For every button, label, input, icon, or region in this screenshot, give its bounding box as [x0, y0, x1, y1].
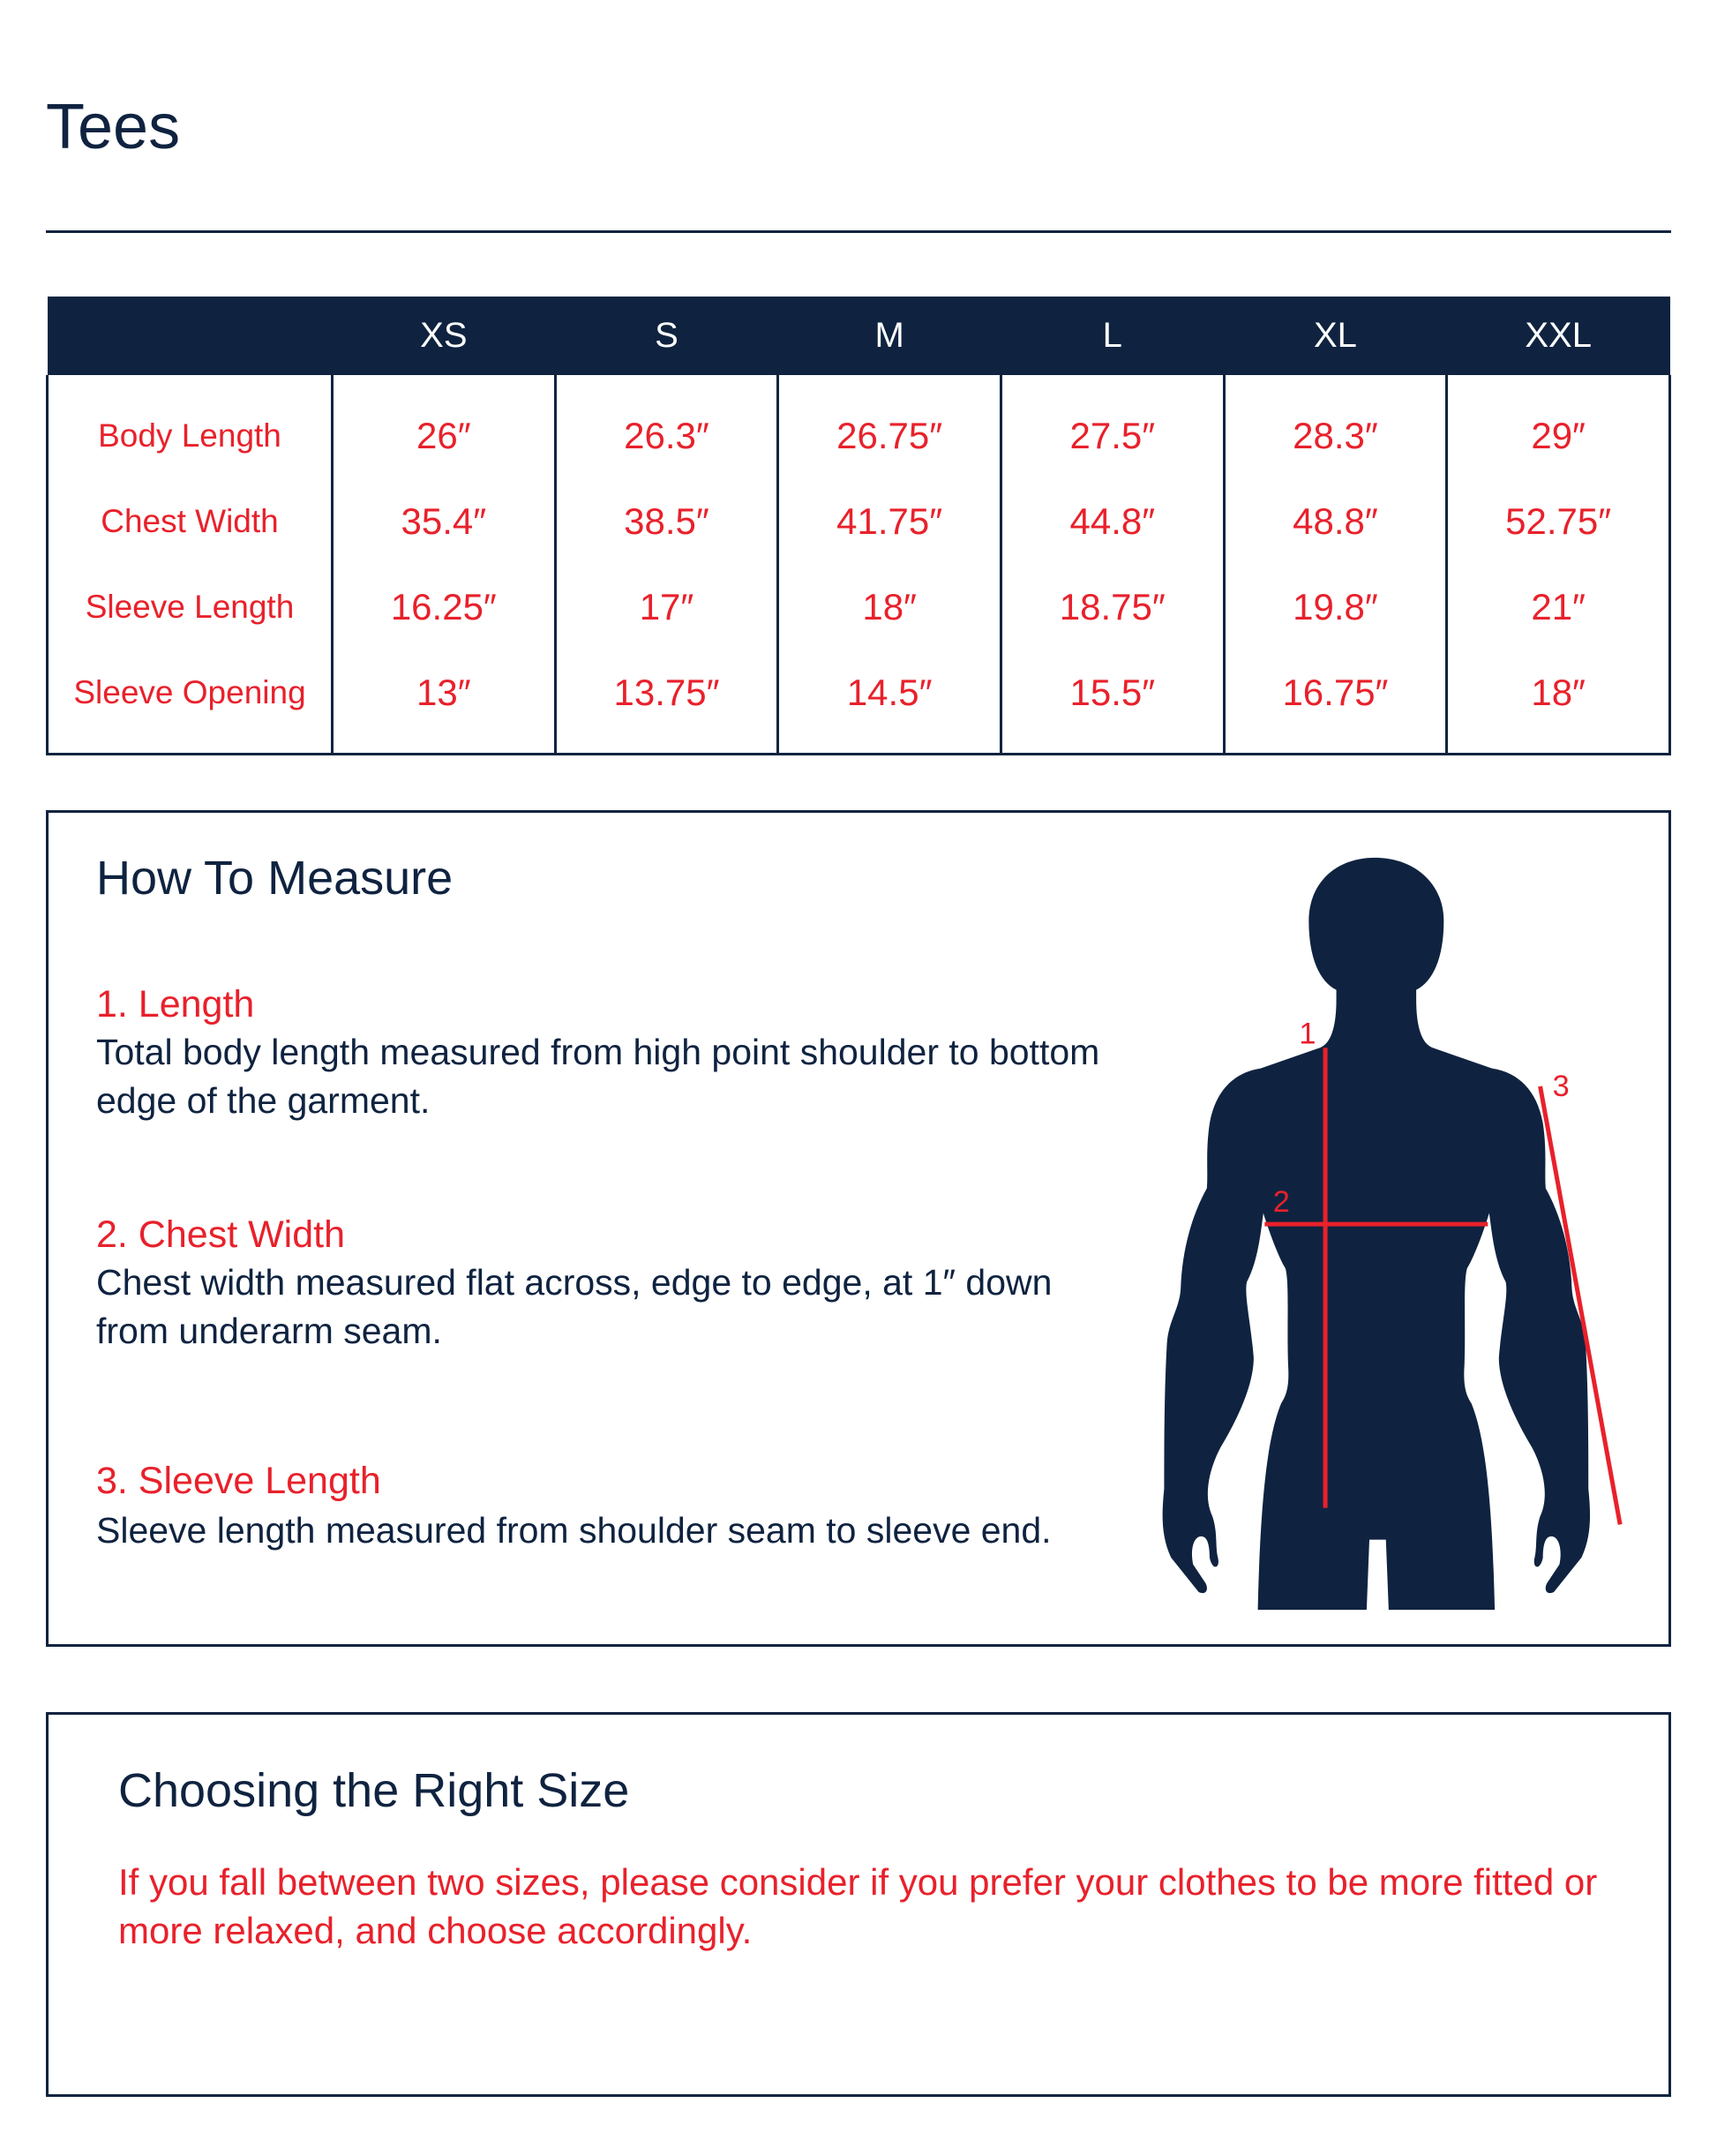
- size-header: L: [1001, 297, 1225, 375]
- row-label: Body Length: [46, 375, 334, 478]
- label-1: 1: [1299, 1018, 1316, 1051]
- size-header: M: [777, 297, 1001, 375]
- choosing-size-text: If you fall between two sizes, please co…: [118, 1861, 1598, 1951]
- measurement-cell: 21″: [1445, 564, 1671, 650]
- section-title-length: 1. Length: [96, 983, 255, 1025]
- size-header: XXL: [1446, 297, 1670, 375]
- size-chart-table: XS S M L XL XXL Body Length 26″ 26.3″ 26.75…: [46, 297, 1671, 755]
- section-title-sleeve-length: 3. Sleeve Length: [96, 1460, 381, 1502]
- section-title-chest-width: 2. Chest Width: [96, 1213, 345, 1256]
- measurement-cell: 13″: [331, 650, 557, 755]
- label-3: 3: [1553, 1070, 1570, 1103]
- measurement-cell: 19.8″: [1222, 564, 1449, 650]
- measurement-cell: 16.25″: [331, 564, 557, 650]
- measurement-cell: 15.5″: [999, 650, 1226, 755]
- size-header: S: [555, 297, 778, 375]
- table-header-row: XS S M L XL XXL: [47, 297, 1670, 375]
- section-text-length: Total body length measured from high poi…: [96, 1032, 1100, 1121]
- size-header: XS: [332, 297, 556, 375]
- how-to-measure-panel: How To Measure 1. Length Total body leng…: [46, 810, 1671, 1647]
- table-row: Body Length 26″ 26.3″ 26.75″ 27.5″ 28.3″ 29″: [46, 375, 1671, 478]
- header-corner: [47, 297, 333, 375]
- measurement-cell: 27.5″: [999, 375, 1226, 478]
- measurement-cell: 29″: [1445, 375, 1671, 478]
- size-header: XL: [1224, 297, 1447, 375]
- divider: [46, 230, 1671, 233]
- row-label: Chest Width: [46, 478, 334, 564]
- body-measurement-figure: 1 2 3: [1162, 857, 1623, 1611]
- how-to-measure-heading: How To Measure: [96, 852, 454, 905]
- measurement-cell: 26″: [331, 375, 557, 478]
- row-label: Sleeve Length: [46, 564, 334, 650]
- body-silhouette: [1162, 857, 1591, 1611]
- section-text-sleeve-length: Sleeve length measured from shoulder sea…: [96, 1510, 1052, 1551]
- measurement-cell: 26.75″: [776, 375, 1002, 478]
- table-row: Sleeve Length 16.25″ 17″ 18″ 18.75″ 19.8″ 21″: [46, 564, 1671, 650]
- measurement-cell: 28.3″: [1222, 375, 1449, 478]
- measurement-cell: 16.75″: [1222, 650, 1449, 755]
- measurement-cell: 48.8″: [1222, 478, 1449, 564]
- measurement-cell: 44.8″: [999, 478, 1226, 564]
- measurement-cell: 41.75″: [776, 478, 1002, 564]
- measurement-cell: 18.75″: [999, 564, 1226, 650]
- measurement-cell: 26.3″: [553, 375, 780, 478]
- measurement-cell: 38.5″: [553, 478, 780, 564]
- measurement-cell: 13.75″: [553, 650, 780, 755]
- table-row: Sleeve Opening 13″ 13.75″ 14.5″ 15.5″ 16.75″ 1…: [46, 650, 1671, 755]
- choosing-size-panel: Choosing the Right Size If you fall betw…: [46, 1712, 1671, 2097]
- measurement-cell: 14.5″: [776, 650, 1002, 755]
- table-row: Chest Width 35.4″ 38.5″ 41.75″ 44.8″ 48.8″ 52.…: [46, 478, 1671, 564]
- choosing-size-heading: Choosing the Right Size: [118, 1764, 630, 1817]
- measurement-cell: 18″: [1445, 650, 1671, 755]
- row-label: Sleeve Opening: [46, 650, 334, 755]
- measurement-cell: 35.4″: [331, 478, 557, 564]
- label-2: 2: [1273, 1185, 1290, 1219]
- sleeve-length-line: [1538, 1086, 1623, 1525]
- measurement-cell: 17″: [553, 564, 780, 650]
- section-text-chest-width: Chest width measured flat across, edge t…: [96, 1262, 1053, 1351]
- measurement-cell: 18″: [776, 564, 1002, 650]
- page-title: Tees: [46, 92, 181, 162]
- measurement-cell: 52.75″: [1445, 478, 1671, 564]
